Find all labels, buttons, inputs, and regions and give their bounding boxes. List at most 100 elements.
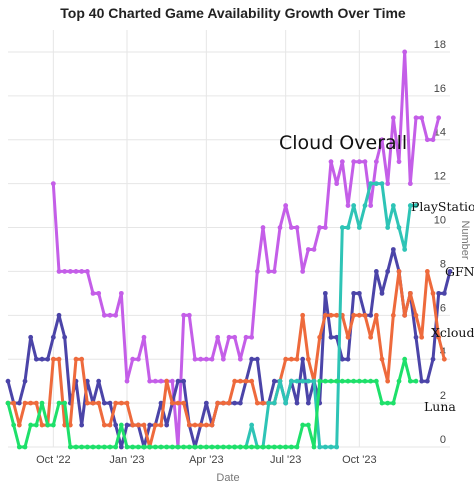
data-point-xcloud	[283, 356, 289, 362]
data-point-cloud-overall	[124, 378, 130, 384]
x-tick-label: Oct '22	[36, 454, 71, 466]
data-point-xcloud	[164, 378, 170, 384]
data-point-gfn	[39, 356, 45, 362]
data-point-luna	[5, 400, 11, 406]
data-point-xcloud	[436, 334, 442, 340]
annotation-playstation: PlayStation	[411, 199, 474, 214]
x-tick-label: Jul '23	[270, 454, 301, 466]
data-point-playstation	[385, 225, 391, 230]
data-point-xcloud	[385, 378, 391, 384]
series-gfn	[5, 247, 453, 450]
data-point-luna	[226, 444, 232, 450]
data-point-xcloud	[356, 312, 362, 318]
data-point-cloud-overall	[362, 159, 368, 165]
data-point-luna	[220, 444, 226, 450]
annotations-layer: Cloud Overall PlayStation GFN Xcloud Luna	[279, 132, 474, 414]
data-point-gfn	[441, 290, 447, 296]
data-point-luna	[402, 356, 408, 362]
data-point-playstation	[362, 203, 368, 208]
series-line-gfn	[6, 248, 452, 449]
data-point-luna	[305, 422, 311, 428]
data-point-luna	[334, 378, 340, 384]
data-point-luna	[73, 444, 79, 450]
data-point-cloud-overall	[260, 225, 266, 230]
data-point-playstation	[317, 444, 323, 450]
data-point-playstation	[322, 444, 328, 450]
data-point-luna	[39, 400, 45, 406]
data-point-luna	[203, 444, 209, 450]
data-point-cloud-overall	[73, 269, 79, 274]
data-point-xcloud	[254, 400, 260, 406]
data-point-xcloud	[113, 400, 119, 406]
data-point-gfn	[424, 378, 430, 384]
data-point-gfn	[118, 444, 124, 450]
data-point-gfn	[436, 290, 442, 296]
data-point-xcloud	[334, 312, 340, 318]
data-point-xcloud	[345, 334, 351, 340]
data-point-xcloud	[118, 400, 124, 406]
data-point-gfn	[5, 378, 11, 384]
data-point-gfn	[271, 378, 277, 384]
data-point-xcloud	[249, 378, 255, 384]
x-tick-label: Jan '23	[109, 454, 144, 466]
data-point-cloud-overall	[198, 356, 204, 362]
data-point-cloud-overall	[436, 115, 442, 121]
data-point-xcloud	[16, 422, 22, 428]
data-point-cloud-overall	[226, 334, 232, 340]
data-point-luna	[396, 378, 402, 384]
data-point-cloud-overall	[158, 378, 164, 384]
data-point-luna	[130, 444, 136, 450]
data-point-gfn	[356, 290, 362, 296]
data-point-cloud-overall	[209, 356, 215, 362]
data-point-luna	[113, 444, 119, 450]
data-point-cloud-overall	[311, 247, 317, 252]
data-point-gfn	[181, 378, 187, 384]
data-point-luna	[322, 378, 328, 384]
data-point-luna	[283, 444, 289, 450]
data-point-gfn	[62, 334, 68, 340]
data-point-gfn	[334, 334, 340, 340]
data-point-cloud-overall	[232, 334, 238, 340]
data-point-cloud-overall	[130, 356, 136, 362]
data-point-cloud-overall	[243, 334, 249, 340]
data-point-xcloud	[11, 400, 17, 406]
data-point-gfn	[339, 356, 345, 362]
data-point-cloud-overall	[288, 225, 294, 230]
data-point-xcloud	[50, 356, 56, 362]
data-point-cloud-overall	[351, 159, 357, 165]
data-point-luna	[356, 378, 362, 384]
data-point-cloud-overall	[413, 115, 419, 121]
y-tick-label: 0	[440, 434, 446, 446]
data-point-luna	[152, 444, 158, 450]
data-point-cloud-overall	[220, 356, 226, 362]
data-point-luna	[164, 444, 170, 450]
data-point-xcloud	[158, 422, 164, 428]
data-point-gfn	[96, 378, 102, 384]
data-point-playstation	[294, 378, 300, 384]
data-point-gfn	[79, 422, 85, 428]
data-point-luna	[124, 444, 130, 450]
data-point-luna	[28, 422, 34, 428]
data-point-xcloud	[130, 422, 136, 428]
data-point-luna	[260, 444, 266, 450]
data-point-cloud-overall	[203, 356, 209, 362]
data-point-cloud-overall	[379, 137, 385, 143]
data-point-xcloud	[237, 378, 243, 384]
data-point-xcloud	[33, 400, 39, 406]
data-point-cloud-overall	[147, 378, 153, 384]
x-axis-title: Date	[216, 472, 239, 484]
data-point-cloud-overall	[135, 356, 141, 362]
chart-title: Top 40 Charted Game Availability Growth …	[60, 5, 406, 21]
data-point-cloud-overall	[152, 378, 158, 384]
data-point-xcloud	[220, 400, 226, 406]
data-point-luna	[254, 444, 260, 450]
data-point-cloud-overall	[266, 269, 272, 274]
data-point-gfn	[419, 378, 425, 384]
data-point-xcloud	[322, 312, 328, 318]
data-point-xcloud	[124, 400, 130, 406]
data-point-cloud-overall	[419, 115, 425, 121]
y-tick-label: 12	[434, 171, 446, 183]
data-point-luna	[237, 444, 243, 450]
data-point-luna	[107, 444, 113, 450]
data-point-luna	[118, 422, 124, 428]
